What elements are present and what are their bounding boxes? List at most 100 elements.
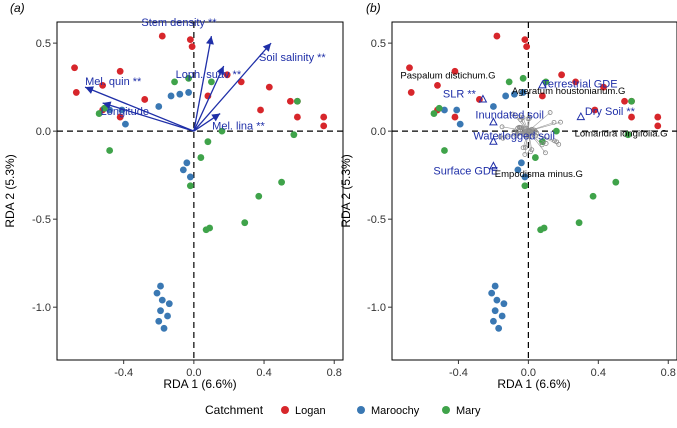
- panel-b-point-maroochy: [492, 283, 499, 290]
- panel-a-point-logan: [287, 98, 294, 105]
- panel-b-point-mary: [431, 110, 438, 117]
- panel-b-point-logan: [523, 43, 530, 50]
- panel-a-point-maroochy: [161, 325, 168, 332]
- panel-b-point-mary: [506, 78, 513, 85]
- panel-b-point-mary: [612, 179, 619, 186]
- panel-a-point-maroochy: [122, 121, 129, 128]
- panel-b-y-ticks: 0.50.0-0.5-1.0: [367, 38, 392, 314]
- panel-b-ylabel: RDA 2 (5.3%): [339, 154, 353, 227]
- panel-b-point-maroochy: [501, 300, 508, 307]
- panel-a-point-mary: [206, 225, 213, 232]
- panel-b-point-mary: [532, 154, 539, 161]
- taxon-label: Ageratum houstonianum.G: [512, 86, 626, 97]
- biplot-arrow-label: Mel. quin **: [85, 76, 142, 88]
- biplot-arrow-head: [206, 36, 214, 45]
- panel-a-point-mary: [290, 131, 297, 138]
- panel-b-x-tick-label: 0.8: [661, 367, 676, 379]
- panel-a-x-tick-label: -0.4: [114, 367, 133, 379]
- panel-b-y-tick-label: -1.0: [367, 302, 386, 314]
- biplot-arrow-label: Mel. lina **: [212, 121, 265, 133]
- panel-b-point-logan: [521, 36, 528, 43]
- panel-b-y-tick-label: 0.0: [371, 126, 386, 138]
- panel-a-arrows: Stem density ** Soil salinity ** Loph. sua…: [85, 17, 326, 132]
- panel-b-point-mary: [628, 98, 635, 105]
- panel-b-point-mary: [521, 182, 528, 189]
- panel-a-point-maroochy: [159, 297, 166, 304]
- env-label: SLR **: [443, 88, 477, 100]
- panel-b-point-maroochy: [518, 159, 525, 166]
- panel-a-point-maroochy: [154, 290, 161, 297]
- legend-label-mary: Mary: [456, 405, 481, 417]
- biplot-arrow-label: Longitude: [101, 106, 149, 118]
- panel-b-point-maroochy: [453, 107, 460, 114]
- panel-a-point-logan: [73, 89, 80, 96]
- panel-a-point-logan: [117, 68, 124, 75]
- panel-a-point-logan: [266, 84, 273, 91]
- panel-a-point-maroochy: [164, 313, 171, 320]
- legend: Catchment Logan Maroochy Mary: [205, 403, 481, 417]
- panel-a-y-tick-label: 0.0: [36, 126, 51, 138]
- panel-a-point-maroochy: [166, 300, 173, 307]
- panel-b-x-tick-label: 0.4: [591, 367, 606, 379]
- panel-a-y-tick-label: -0.5: [32, 214, 51, 226]
- panel-a-point-logan: [71, 64, 78, 71]
- panel-b-point-logan: [452, 114, 459, 121]
- panel-b-point-maroochy: [502, 93, 509, 100]
- panel-a-point-logan: [257, 107, 264, 114]
- biplot-arrow-label: Loph. suav **: [176, 69, 242, 81]
- panel-b-point-maroochy: [499, 313, 506, 320]
- panel-a-point-maroochy: [155, 318, 162, 325]
- legend-swatch-mary: [442, 406, 450, 414]
- panel-a-point-maroochy: [187, 174, 194, 181]
- panel-b-point-logan: [408, 89, 415, 96]
- panel-b-point-logan: [621, 98, 628, 105]
- legend-items: Logan Maroochy Mary: [281, 405, 481, 417]
- panel-b-label: (b): [366, 1, 381, 15]
- env-label: Waterlogged soil: [473, 131, 555, 143]
- panel-a-ylabel: RDA 2 (5.3%): [3, 154, 17, 227]
- env-label: Dry Soil **: [585, 106, 636, 118]
- panel-a-point-maroochy: [180, 166, 187, 173]
- panel-a-point-maroochy: [176, 91, 183, 98]
- panel-b-xlabel: RDA 1 (6.6%): [497, 377, 570, 391]
- panel-a-point-mary: [204, 138, 211, 145]
- panel-b-point-mary: [576, 219, 583, 226]
- panel-a-point-logan: [141, 96, 148, 103]
- panel-a-xlabel: RDA 1 (6.6%): [163, 377, 236, 391]
- panel-b-point-logan: [654, 114, 661, 121]
- panel-b-point-mary: [520, 75, 527, 82]
- panel-b-point-logan: [558, 71, 565, 78]
- panel-b-point-mary: [436, 105, 443, 112]
- env-label: Surface GDE: [433, 165, 498, 177]
- panel-a-point-mary: [278, 179, 285, 186]
- panel-b-y-tick-label: -0.5: [367, 214, 386, 226]
- panel-a-point-mary: [187, 182, 194, 189]
- panel-a-point-logan: [320, 122, 327, 129]
- legend-title: Catchment: [205, 403, 264, 417]
- panel-b-point-maroochy: [495, 325, 502, 332]
- biplot-arrow-label: Stem density **: [141, 17, 217, 29]
- taxon-label: Paspalum distichum.G: [400, 70, 495, 81]
- panel-a-point-maroochy: [155, 103, 162, 110]
- panel-a-point-maroochy: [183, 159, 190, 166]
- panel-a-point-logan: [187, 36, 194, 43]
- panel-a-point-mary: [255, 193, 262, 200]
- panel-a-point-mary: [106, 147, 113, 154]
- panel-a-point-mary: [241, 219, 248, 226]
- panel-b-point-maroochy: [488, 290, 495, 297]
- panel-a-x-tick-label: 0.4: [256, 367, 271, 379]
- panel-a-point-maroochy: [168, 93, 175, 100]
- panel-a-point-mary: [197, 154, 204, 161]
- legend-label-maroochy: Maroochy: [371, 405, 420, 417]
- panel-b-point-mary: [590, 193, 597, 200]
- legend-swatch-logan: [281, 406, 289, 414]
- legend-label-logan: Logan: [295, 405, 326, 417]
- panel-b-point-logan: [494, 33, 501, 40]
- panel-a-point-logan: [320, 114, 327, 121]
- biplot-arrow-label: Soil salinity **: [259, 52, 326, 64]
- env-label: Inundated soil: [475, 109, 543, 121]
- panel-b-x-tick-label: -0.4: [449, 367, 468, 379]
